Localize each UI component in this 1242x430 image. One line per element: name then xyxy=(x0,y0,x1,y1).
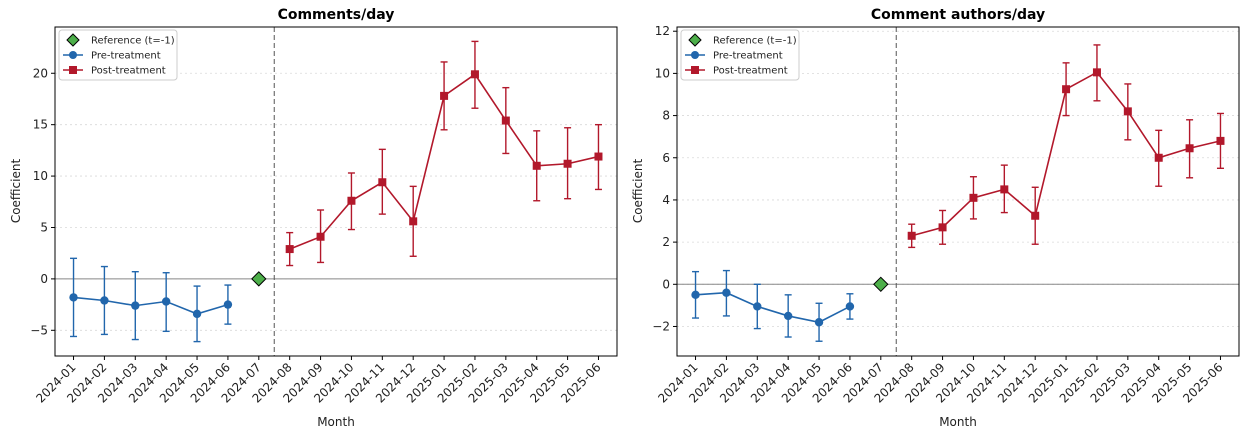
plot-frame xyxy=(676,26,1240,357)
y-tick-label: 4 xyxy=(662,193,670,207)
y-tick-label: 2 xyxy=(662,235,670,249)
comment-authors-per-day-panel: Comment authors/day Month Coefficient −2… xyxy=(631,7,1240,429)
data-point xyxy=(223,300,233,309)
legend-box xyxy=(58,29,178,81)
data-point xyxy=(1092,68,1101,77)
data-point xyxy=(69,293,78,302)
legend-label-reference: Reference (t=-1) xyxy=(91,36,175,47)
data-point xyxy=(563,159,572,168)
y-tick-label: 8 xyxy=(662,109,670,123)
data-point xyxy=(1000,185,1009,194)
data-point xyxy=(161,297,171,306)
data-point xyxy=(192,309,202,319)
data-point xyxy=(378,178,387,187)
data-point xyxy=(316,232,325,241)
y-tick-label: 10 xyxy=(33,169,48,183)
legend-reference-marker xyxy=(688,33,702,47)
data-point xyxy=(753,302,762,311)
y-tick-label: 0 xyxy=(662,277,670,291)
comments-per-day-panel: Comments/day Month Coefficient −5 0 5 10 15 2… xyxy=(9,7,618,429)
plot-frame xyxy=(54,26,618,357)
y-tick-label: 15 xyxy=(33,118,48,132)
y-tick-label: 12 xyxy=(655,24,670,38)
legend-box xyxy=(680,29,800,81)
x-axis-label: Month xyxy=(939,415,977,429)
data-point xyxy=(440,91,449,100)
data-point xyxy=(131,301,140,310)
legend-label-reference: Reference (t=-1) xyxy=(713,36,797,47)
series-line xyxy=(695,291,851,324)
data-point xyxy=(409,217,418,226)
y-axis-label: Coefficient xyxy=(9,159,23,224)
data-point xyxy=(1123,107,1132,116)
data-point xyxy=(722,288,731,297)
data-point xyxy=(814,318,824,327)
data-point xyxy=(1062,85,1071,94)
legend-post-marker xyxy=(691,66,699,74)
legend-pre-marker xyxy=(691,51,699,59)
data-point xyxy=(532,161,541,170)
data-point xyxy=(691,290,700,300)
legend-pre-marker xyxy=(69,51,77,59)
data-point xyxy=(501,116,510,125)
legend-label-post: Post-treatment xyxy=(91,66,166,77)
legend-label-pre: Pre-treatment xyxy=(713,51,783,62)
data-point xyxy=(347,196,356,205)
chart-title: Comments/day xyxy=(278,7,395,23)
chart-title: Comment authors/day xyxy=(871,7,1045,23)
reference-point xyxy=(251,271,267,287)
data-point xyxy=(1031,211,1040,220)
y-tick-label: 10 xyxy=(655,66,670,80)
legend-label-post: Post-treatment xyxy=(713,66,788,77)
data-point xyxy=(783,311,793,321)
y-tick-label: 20 xyxy=(33,66,48,80)
data-point xyxy=(100,296,109,305)
legend-reference-marker xyxy=(66,33,80,47)
reference-point xyxy=(873,276,889,293)
legend-post-marker xyxy=(69,66,77,74)
legend: Reference (t=-1) Pre-treatment Post-treatm… xyxy=(680,29,800,81)
data-point xyxy=(1154,153,1163,162)
data-point xyxy=(285,245,294,254)
data-point xyxy=(938,223,947,232)
y-tick-label: 5 xyxy=(40,220,48,234)
legend: Reference (t=-1) Pre-treatment Post-treatm… xyxy=(58,29,178,81)
series-line xyxy=(73,296,229,315)
data-point xyxy=(907,231,916,240)
data-point xyxy=(845,302,855,311)
data-point xyxy=(1216,136,1225,145)
y-tick-label: 6 xyxy=(662,151,670,165)
data-point xyxy=(470,70,479,79)
legend-label-pre: Pre-treatment xyxy=(91,51,161,62)
y-axis-label: Coefficient xyxy=(631,159,645,224)
y-tick-label: −2 xyxy=(652,319,670,333)
y-tick-label: −5 xyxy=(30,323,48,337)
x-axis-label: Month xyxy=(317,415,355,429)
y-tick-label: 0 xyxy=(40,272,48,286)
data-point xyxy=(969,193,978,202)
data-point xyxy=(1185,144,1194,153)
data-point xyxy=(594,152,603,161)
